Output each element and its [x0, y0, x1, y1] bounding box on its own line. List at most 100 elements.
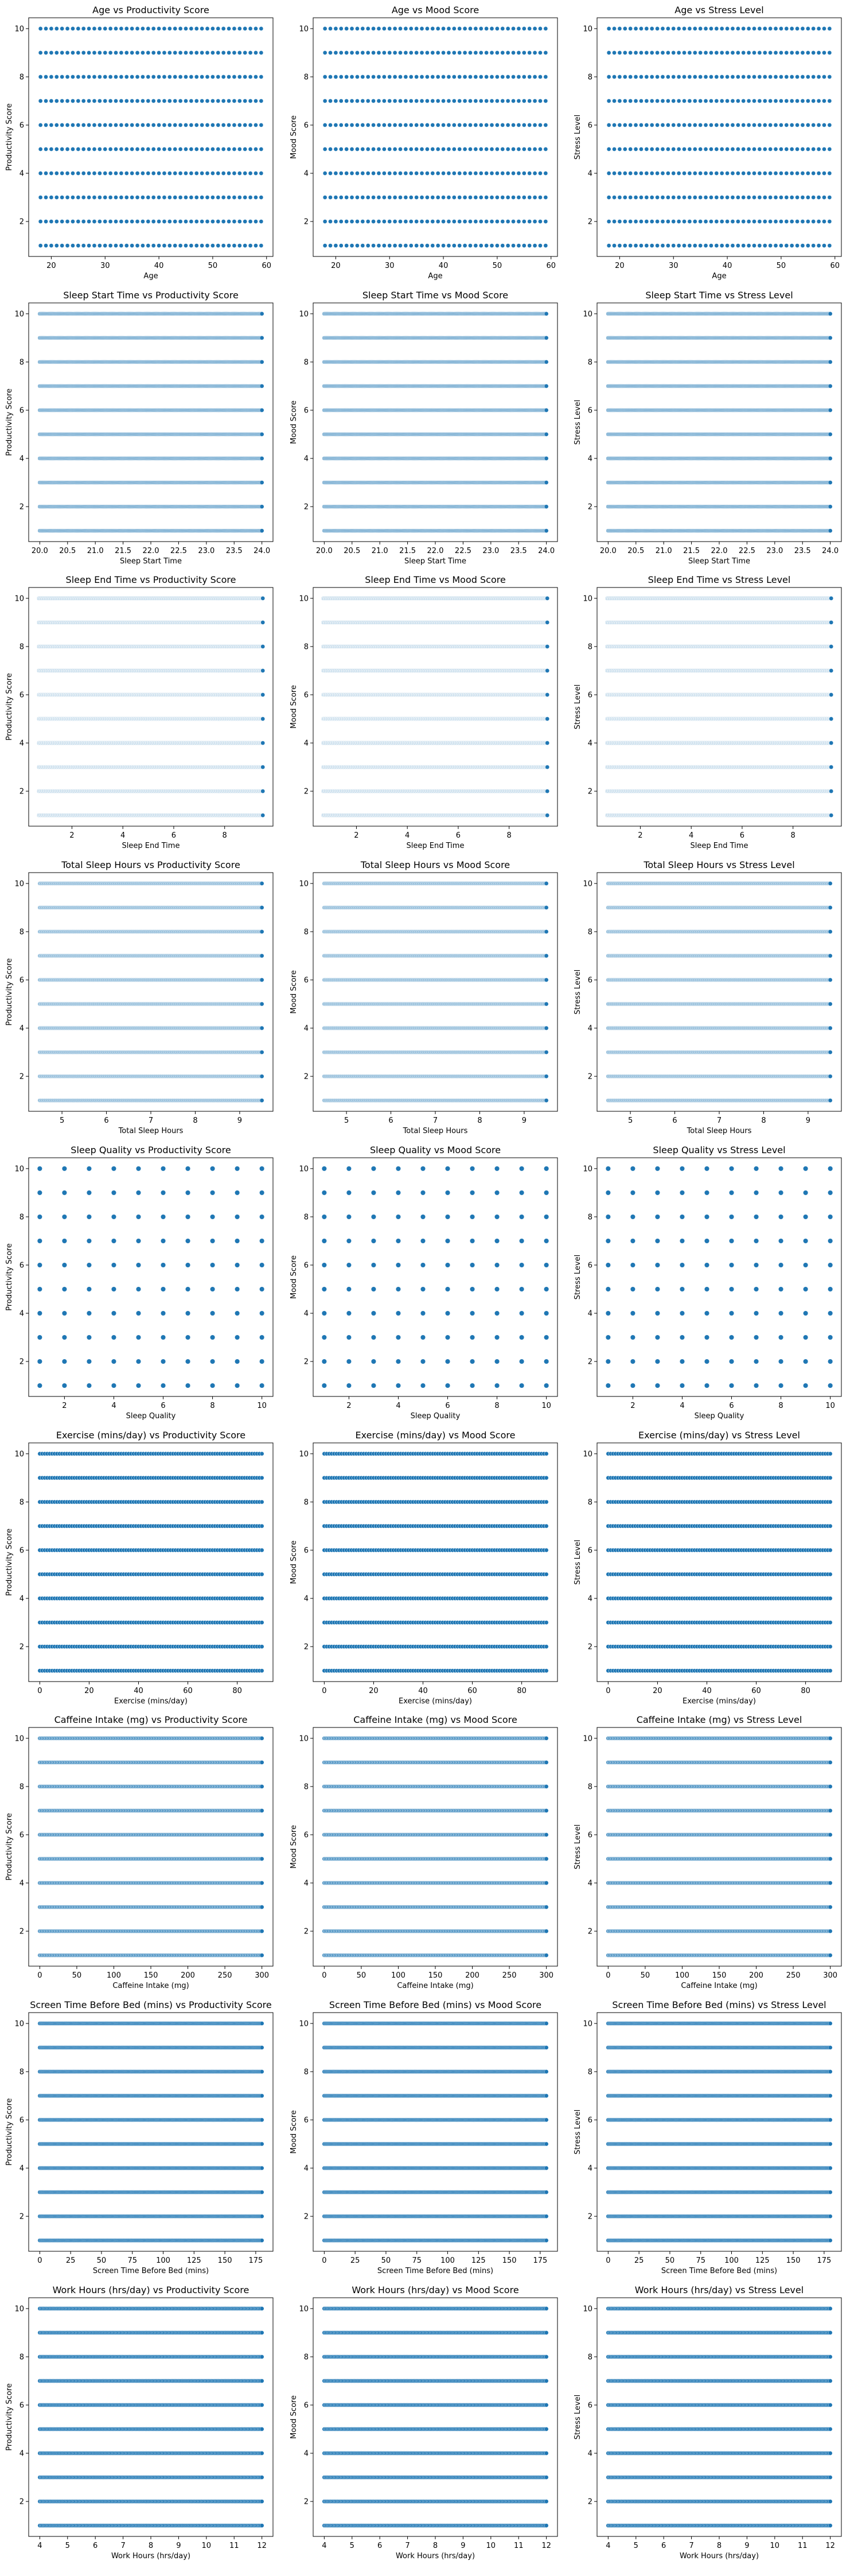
data-point [752, 75, 756, 79]
data-point [361, 26, 365, 30]
data-point [119, 123, 123, 127]
data-point [468, 75, 472, 79]
data-point [108, 147, 112, 151]
data-point [779, 123, 783, 127]
data-point [425, 243, 429, 247]
data-point [661, 147, 665, 151]
data-point [693, 99, 697, 103]
data-point [806, 99, 810, 103]
data-point [162, 171, 166, 175]
y-tick-label: 8 [20, 73, 24, 81]
data-point [44, 195, 48, 199]
data-point [495, 147, 499, 151]
data-point [425, 99, 429, 103]
data-point [607, 147, 611, 151]
data-point [672, 147, 676, 151]
data-point [227, 26, 231, 30]
data-point [699, 123, 703, 127]
data-point [752, 99, 756, 103]
data-point [506, 123, 510, 127]
data-point [151, 50, 155, 55]
data-point [237, 26, 241, 30]
data-point [173, 123, 177, 127]
data-point [415, 75, 419, 79]
data-point [629, 147, 633, 151]
data-point [704, 195, 708, 199]
data-point [812, 99, 816, 103]
data-point [731, 243, 735, 247]
data-point [806, 195, 810, 199]
data-point [141, 243, 145, 247]
data-point [441, 50, 445, 55]
data-point [747, 171, 751, 175]
data-point [645, 26, 649, 30]
data-point [699, 171, 703, 175]
data-point [398, 75, 402, 79]
data-point [350, 219, 354, 223]
data-point [60, 99, 64, 103]
data-point [377, 123, 381, 127]
scatter-panel: 20 30 40 50 60246810Age vs Mood ScoreAgeMood… [290, 5, 557, 281]
data-point [490, 99, 494, 103]
data-point [345, 243, 349, 247]
data-point [398, 123, 402, 127]
data-point [709, 75, 713, 79]
data-point [54, 75, 59, 79]
data-point [87, 219, 91, 223]
data-point [682, 123, 686, 127]
data-point [334, 243, 338, 247]
data-point [474, 26, 478, 30]
data-point [431, 123, 435, 127]
data-point [81, 26, 85, 30]
data-point [817, 219, 821, 223]
data-point [441, 195, 445, 199]
data-point [682, 147, 686, 151]
data-point [162, 147, 166, 151]
x-tick-label: 50 [777, 262, 786, 270]
data-point [490, 243, 494, 247]
x-axis-label: Age [143, 272, 158, 281]
data-point [92, 123, 96, 127]
data-point [801, 243, 805, 247]
data-point [688, 123, 692, 127]
data-point [184, 171, 188, 175]
data-point [216, 171, 220, 175]
data-point [237, 171, 241, 175]
data-point [441, 219, 445, 223]
data-point [184, 50, 188, 55]
data-point [634, 219, 638, 223]
data-point [205, 195, 209, 199]
data-point [645, 147, 649, 151]
chart-title: Age vs Stress Level [674, 5, 763, 15]
data-point [763, 195, 767, 199]
data-point [618, 99, 622, 103]
y-tick-label: 4 [20, 170, 24, 178]
data-point [108, 195, 112, 199]
data-point [87, 123, 91, 127]
data-point [645, 99, 649, 103]
data-point [682, 50, 686, 55]
data-point [361, 243, 365, 247]
data-point [355, 195, 359, 199]
data-point [607, 195, 611, 199]
data-point [479, 243, 483, 247]
data-point [366, 99, 370, 103]
data-point [146, 50, 150, 55]
data-point [747, 123, 751, 127]
data-point [71, 219, 75, 223]
data-point [511, 26, 515, 30]
data-point [409, 123, 413, 127]
data-point [167, 171, 171, 175]
data-point [452, 219, 456, 223]
data-point [639, 243, 643, 247]
data-point [108, 75, 112, 79]
y-axis-label: Mood Score [290, 115, 298, 159]
data-point [60, 26, 64, 30]
data-point [828, 99, 832, 103]
data-point [124, 243, 128, 247]
data-point [752, 171, 756, 175]
data-point [645, 219, 649, 223]
data-point [758, 195, 762, 199]
data-point [382, 123, 386, 127]
data-point [200, 243, 204, 247]
